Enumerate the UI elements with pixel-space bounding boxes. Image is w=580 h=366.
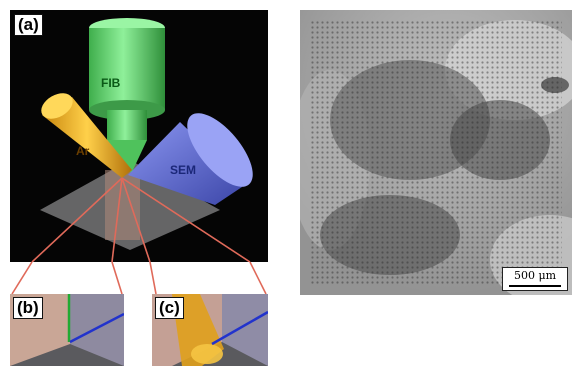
- beam-lines: [31, 177, 251, 262]
- panel-b-label: (b): [13, 297, 43, 319]
- fib-label: FIB: [101, 76, 121, 90]
- scale-bar-line: [509, 285, 561, 287]
- sem-column: [128, 113, 253, 205]
- section-plane: [105, 170, 140, 240]
- micrograph-image: [300, 10, 572, 295]
- sem-micrograph: 500 μm: [300, 10, 572, 295]
- panel-a-label: (a): [14, 14, 43, 36]
- panel-c-label: (c): [155, 297, 184, 319]
- panel-b-detail: (b): [10, 294, 124, 366]
- sem-label: SEM: [170, 163, 196, 177]
- schematic-illustration: FIB Ar SEM: [31, 18, 253, 262]
- scale-bar: 500 μm: [502, 267, 568, 291]
- panel-a-schematic: FIB Ar SEM (a): [10, 10, 268, 262]
- scale-bar-label: 500 μm: [513, 269, 557, 282]
- ar-label: Ar: [76, 144, 90, 158]
- zoom-connectors: [11, 262, 267, 294]
- panel-c-detail: (c): [152, 294, 268, 366]
- panel-b-illustration: [10, 294, 124, 366]
- fib-column: [89, 18, 165, 172]
- ar-column: [41, 93, 132, 178]
